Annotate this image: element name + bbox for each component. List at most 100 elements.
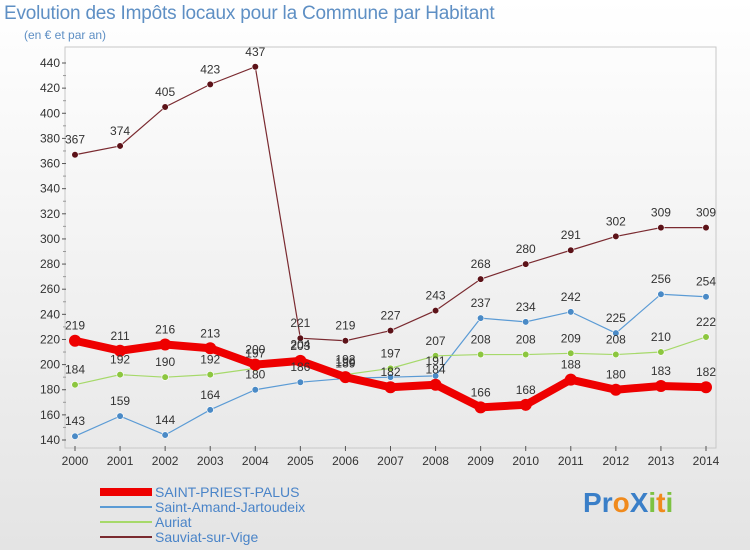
data-point: [339, 371, 352, 384]
legend-item: Auriat: [100, 514, 305, 530]
legend-swatch: [100, 487, 152, 496]
data-label: 207: [426, 334, 446, 348]
data-point: [116, 412, 124, 420]
y-tick-label: 200: [40, 358, 60, 372]
data-point: [477, 275, 485, 283]
y-tick-label: 160: [40, 408, 60, 422]
data-point: [161, 431, 169, 439]
data-label: 188: [561, 358, 581, 372]
data-point: [296, 334, 304, 342]
data-label: 256: [651, 272, 671, 286]
y-tick-label: 320: [40, 207, 60, 221]
y-tick-label: 260: [40, 282, 60, 296]
data-label: 143: [65, 414, 85, 428]
data-label: 237: [471, 296, 491, 310]
legend-item: SAINT-PRIEST-PALUS: [100, 483, 305, 500]
data-point: [702, 224, 710, 232]
x-tick-label: 2000: [62, 454, 89, 468]
data-point: [612, 329, 620, 337]
data-label: 211: [111, 329, 130, 343]
data-label: 225: [606, 311, 626, 325]
data-label: 180: [245, 368, 265, 382]
data-label: 423: [200, 62, 220, 76]
data-label: 210: [651, 330, 671, 344]
data-label: 186: [290, 360, 310, 374]
y-tick-label: 380: [40, 131, 60, 145]
data-label: 213: [200, 326, 220, 340]
legend-swatch: [100, 535, 152, 538]
y-tick-label: 400: [40, 106, 60, 120]
data-point: [296, 378, 304, 386]
chart-legend: SAINT-PRIEST-PALUS Saint-Amand-Jartoudeix…: [100, 483, 306, 545]
logo-letter: t: [656, 487, 666, 518]
data-label: 405: [155, 85, 175, 99]
data-label: 216: [155, 322, 175, 336]
data-label: 221: [290, 316, 310, 330]
data-point: [251, 63, 259, 71]
x-tick-label: 2001: [107, 454, 134, 468]
y-tick-label: 180: [40, 383, 60, 397]
data-label: 159: [110, 394, 130, 408]
data-point: [386, 364, 395, 372]
x-tick-label: 2002: [152, 454, 179, 468]
data-label: 192: [110, 353, 130, 367]
legend-item: Saint-Amand-Jartoudeix: [100, 498, 306, 515]
data-point: [474, 401, 487, 414]
data-point: [567, 246, 575, 254]
data-point: [431, 352, 440, 360]
data-label: 234: [516, 300, 536, 314]
data-label: 182: [696, 365, 716, 379]
data-label: 242: [561, 290, 581, 304]
x-tick-label: 2007: [377, 454, 404, 468]
data-label: 208: [516, 333, 536, 347]
data-point: [161, 373, 169, 381]
data-point: [654, 379, 667, 392]
data-label: 302: [606, 214, 626, 228]
logo-letter: i: [665, 487, 674, 518]
x-tick-label: 2013: [648, 454, 675, 468]
legend-label: SAINT-PRIEST-PALUS: [155, 483, 300, 500]
data-label: 184: [65, 363, 85, 377]
data-label: 222: [696, 315, 716, 329]
data-label: 190: [335, 355, 355, 369]
data-label: 144: [155, 413, 175, 427]
x-tick-label: 2014: [693, 454, 720, 468]
data-label: 182: [380, 365, 400, 379]
data-point: [657, 224, 665, 232]
data-point: [429, 378, 442, 391]
data-point: [522, 318, 530, 326]
logo-letter: i: [648, 487, 657, 518]
y-tick-label: 220: [40, 332, 60, 346]
data-label: 190: [155, 355, 175, 369]
legend-swatch: [100, 520, 152, 523]
legend-item: Sauviat-sur-Vige: [100, 529, 305, 545]
y-tick-label: 340: [40, 182, 60, 196]
data-point: [114, 344, 127, 357]
x-tick-label: 2003: [197, 454, 224, 468]
x-tick-label: 2011: [558, 454, 584, 468]
data-label: 200: [245, 343, 265, 357]
x-tick-label: 2012: [603, 454, 630, 468]
legend-label: Saint-Amand-Jartoudeix: [155, 498, 306, 515]
y-tick-label: 300: [40, 232, 60, 246]
legend-swatch: [100, 505, 152, 508]
y-tick-label: 360: [40, 157, 60, 171]
data-label: 291: [561, 228, 581, 242]
data-point: [609, 383, 622, 396]
data-point: [116, 371, 124, 379]
data-label: 208: [606, 333, 626, 347]
data-point: [384, 381, 397, 394]
data-label: 437: [245, 45, 265, 59]
data-label: 180: [606, 368, 626, 382]
data-point: [702, 333, 710, 341]
data-point: [386, 373, 395, 381]
data-label: 168: [516, 383, 536, 397]
data-point: [567, 308, 575, 316]
data-point: [116, 142, 124, 150]
data-label: 280: [516, 242, 536, 256]
data-label: 268: [471, 257, 491, 271]
data-label: 204: [290, 338, 310, 352]
data-point: [477, 350, 485, 359]
data-point: [431, 306, 440, 315]
